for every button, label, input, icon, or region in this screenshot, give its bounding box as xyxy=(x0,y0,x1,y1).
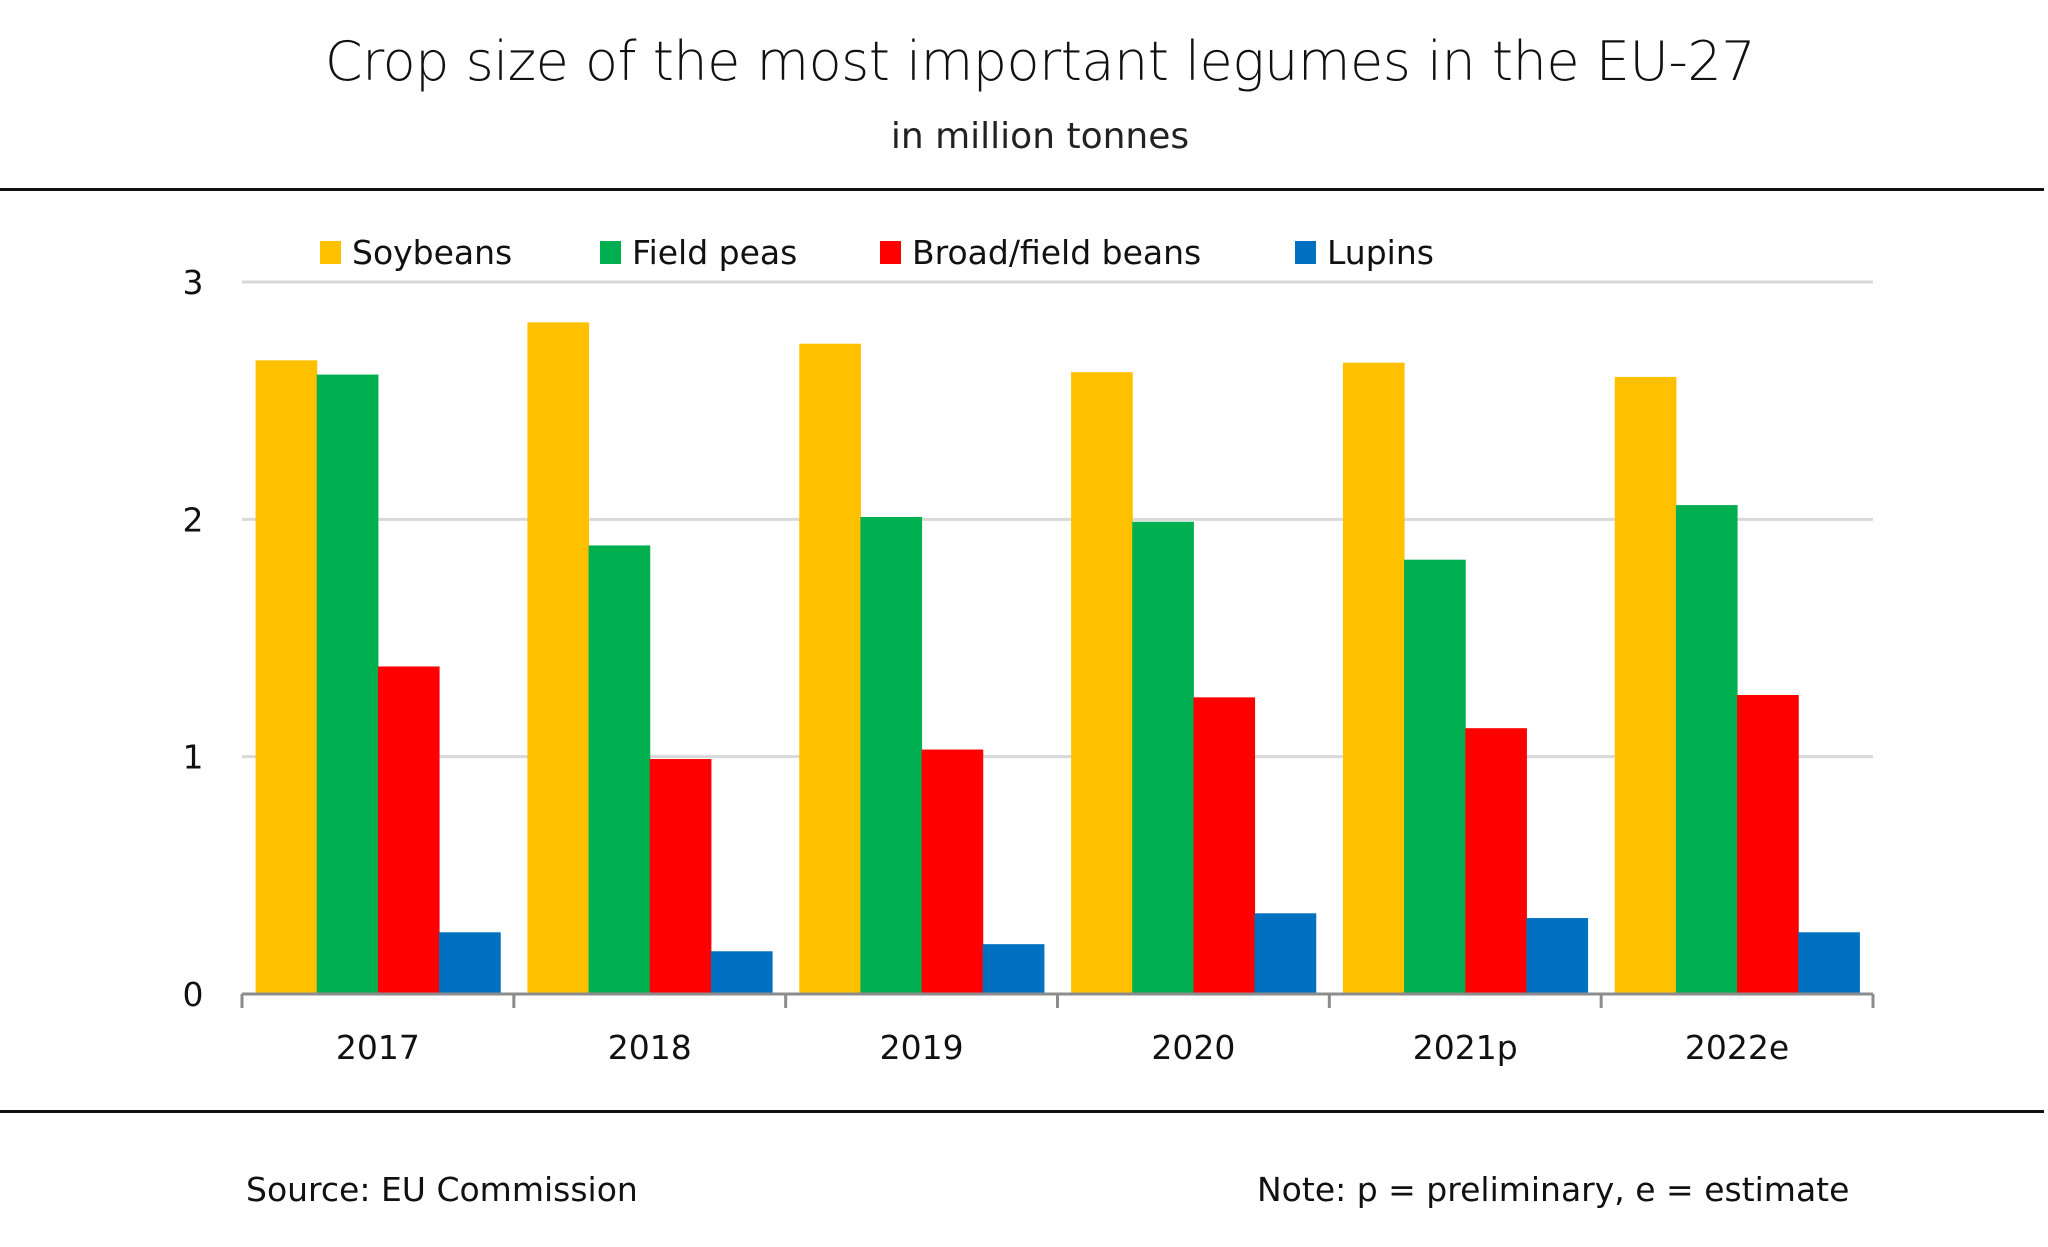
bar-field-peas-2019 xyxy=(860,516,923,994)
x-tick-label: 2022e xyxy=(1685,1028,1789,1067)
legend-swatch-field-peas xyxy=(600,241,621,264)
x-tick-label: 2020 xyxy=(1151,1028,1235,1067)
bar-broad-field-beans-2022e xyxy=(1737,694,1799,994)
y-tick-label: 1 xyxy=(183,738,204,777)
bar-broad-field-beans-2021p xyxy=(1465,728,1527,994)
top-divider xyxy=(0,188,2044,191)
y-tick-label: 0 xyxy=(183,975,204,1014)
legend-label-soybeans: Soybeans xyxy=(352,233,512,272)
bottom-divider xyxy=(0,1110,2044,1113)
bar-lupins-2020 xyxy=(1254,913,1317,994)
legend-swatch-broad-field-beans xyxy=(880,241,901,264)
bars xyxy=(255,322,1860,995)
footnote: Note: p = preliminary, e = estimate xyxy=(1257,1170,1850,1209)
bar-broad-field-beans-2018 xyxy=(649,759,712,994)
bar-soybeans-2019 xyxy=(799,343,861,994)
x-axis xyxy=(240,992,1875,1008)
bar-field-peas-2021p xyxy=(1404,559,1466,994)
y-tick-label: 3 xyxy=(183,263,204,302)
bar-lupins-2022e xyxy=(1798,932,1860,994)
source-note: Source: EU Commission xyxy=(246,1170,638,1209)
x-tick-label: 2019 xyxy=(880,1028,964,1067)
gridlines xyxy=(242,280,1873,759)
bar-lupins-2019 xyxy=(982,944,1045,994)
legend-label-broad-field-beans: Broad/field beans xyxy=(912,233,1201,272)
bar-soybeans-2018 xyxy=(527,322,590,994)
bar-lupins-2017 xyxy=(439,932,501,994)
x-tick-label: 2021p xyxy=(1413,1028,1518,1067)
chart-subtitle: in million tonnes xyxy=(890,116,1190,157)
legend-label-lupins: Lupins xyxy=(1327,233,1434,272)
legend-label-field-peas: Field peas xyxy=(632,233,797,272)
bar-soybeans-2020 xyxy=(1071,372,1133,995)
bar-lupins-2018 xyxy=(710,951,773,994)
bar-soybeans-2022e xyxy=(1614,376,1677,994)
x-tick-label: 2017 xyxy=(336,1028,420,1067)
legend-swatch-soybeans xyxy=(320,241,341,264)
legend: Soybeans Field peas Broad/field beans Lupin… xyxy=(320,233,1434,272)
bar-lupins-2021p xyxy=(1526,918,1589,994)
bar-broad-field-beans-2017 xyxy=(377,666,440,994)
bar-broad-field-beans-2020 xyxy=(1193,697,1256,994)
bar-field-peas-2018 xyxy=(588,545,651,994)
bar-field-peas-2017 xyxy=(316,374,379,994)
bar-soybeans-2021p xyxy=(1342,362,1405,994)
x-tick-label: 2018 xyxy=(608,1028,692,1067)
legend-swatch-lupins xyxy=(1295,241,1316,264)
y-axis-ticks: 0 1 2 3 xyxy=(183,263,204,1014)
bar-soybeans-2017 xyxy=(255,360,318,994)
y-tick-label: 2 xyxy=(183,500,204,539)
bar-field-peas-2022e xyxy=(1675,505,1738,994)
x-axis-ticks: 2017 2018 2019 2020 2021p 2022e xyxy=(336,1028,1789,1067)
chart-title: Crop size of the most important legumes … xyxy=(324,30,1756,93)
bar-broad-field-beans-2019 xyxy=(921,749,984,994)
bar-field-peas-2020 xyxy=(1132,521,1194,994)
